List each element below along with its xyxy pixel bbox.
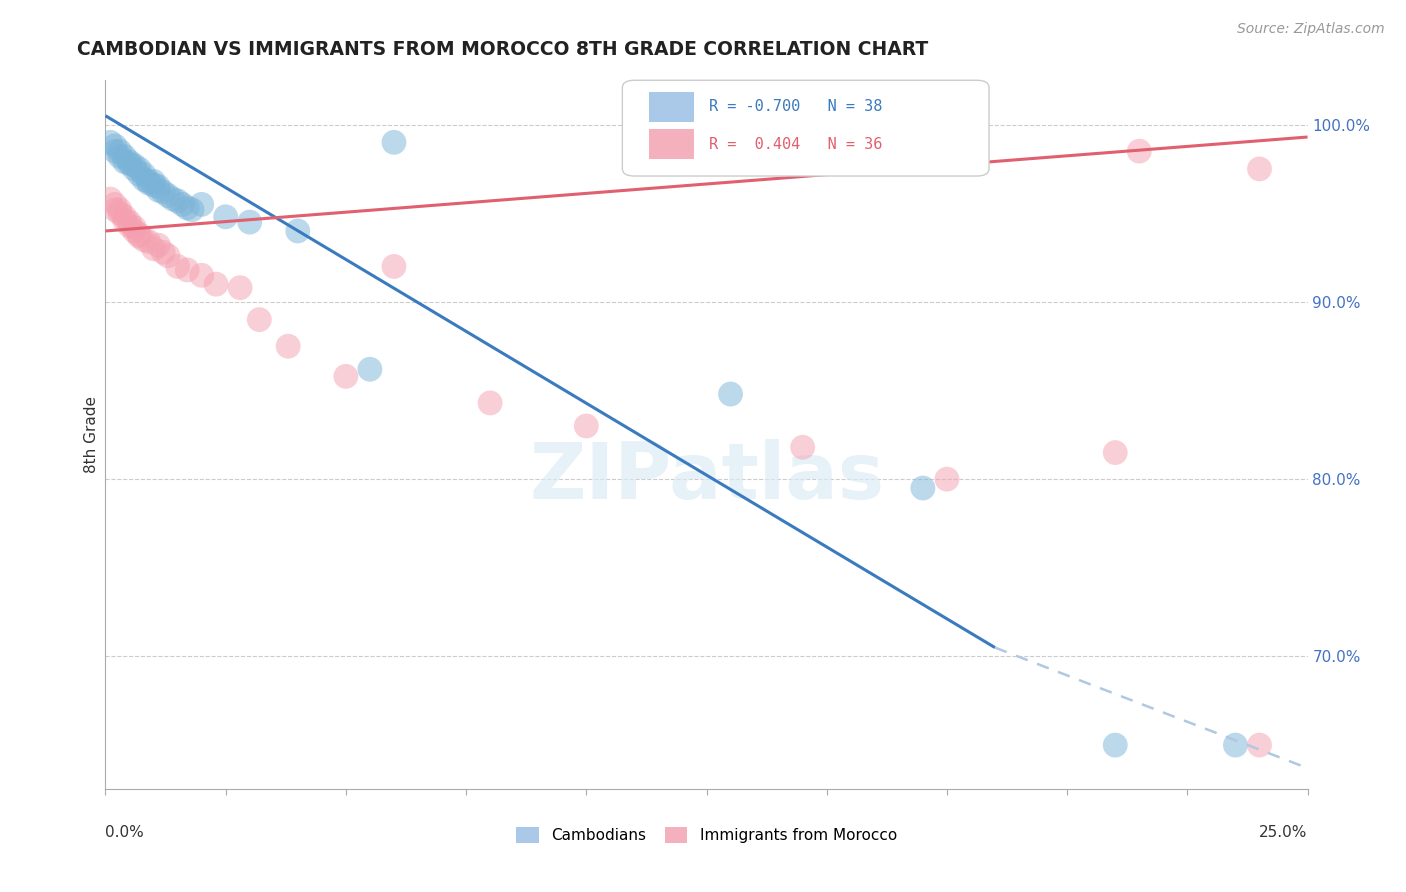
Point: [575, 419, 598, 434]
Point: [148, 179, 170, 194]
Point: [108, 202, 131, 217]
Point: [792, 440, 814, 454]
Point: [214, 210, 236, 224]
Point: [142, 242, 165, 256]
Point: [98, 192, 121, 206]
Point: [138, 176, 160, 190]
Point: [239, 215, 262, 229]
Point: [166, 194, 188, 208]
Point: [108, 149, 131, 163]
Point: [479, 396, 502, 410]
Point: [1225, 738, 1247, 752]
Point: [104, 202, 127, 217]
Point: [124, 220, 146, 235]
Point: [132, 233, 155, 247]
Point: [114, 154, 136, 169]
Y-axis label: 8th Grade: 8th Grade: [83, 396, 98, 474]
Point: [98, 136, 121, 150]
Point: [287, 224, 309, 238]
Point: [1249, 738, 1271, 752]
Point: [382, 260, 405, 274]
Point: [132, 167, 155, 181]
Point: [104, 197, 127, 211]
Point: [128, 167, 150, 181]
Point: [124, 224, 146, 238]
Point: [148, 238, 170, 252]
Text: 25.0%: 25.0%: [1260, 825, 1308, 840]
Point: [911, 481, 934, 495]
Point: [138, 235, 160, 249]
Point: [108, 145, 131, 159]
Point: [190, 268, 212, 283]
FancyBboxPatch shape: [648, 92, 695, 121]
Point: [176, 201, 198, 215]
Text: ZIPatlas: ZIPatlas: [529, 440, 884, 516]
Point: [114, 149, 136, 163]
Point: [118, 215, 141, 229]
Point: [172, 197, 194, 211]
Point: [335, 369, 357, 384]
Point: [132, 172, 155, 186]
Point: [229, 281, 252, 295]
Point: [359, 362, 381, 376]
Point: [124, 161, 146, 176]
Point: [142, 178, 165, 192]
Text: Source: ZipAtlas.com: Source: ZipAtlas.com: [1237, 22, 1385, 37]
Point: [277, 339, 299, 353]
FancyBboxPatch shape: [648, 129, 695, 159]
Point: [148, 183, 170, 197]
Point: [181, 202, 204, 217]
Point: [1104, 445, 1126, 459]
FancyBboxPatch shape: [623, 80, 988, 176]
Point: [166, 260, 188, 274]
Point: [152, 245, 174, 260]
Point: [720, 387, 742, 401]
Point: [382, 136, 405, 150]
Point: [118, 154, 141, 169]
Point: [128, 229, 150, 244]
Point: [156, 188, 179, 202]
Point: [142, 174, 165, 188]
Point: [152, 185, 174, 199]
Point: [118, 219, 141, 233]
Point: [114, 210, 136, 224]
Point: [162, 192, 184, 206]
Point: [114, 213, 136, 227]
Text: R =  0.404   N = 36: R = 0.404 N = 36: [709, 136, 883, 152]
Point: [156, 249, 179, 263]
Text: R = -0.700   N = 38: R = -0.700 N = 38: [709, 99, 883, 114]
Point: [128, 161, 150, 176]
Point: [124, 158, 146, 172]
Point: [1104, 738, 1126, 752]
Text: 0.0%: 0.0%: [105, 825, 145, 840]
Point: [1128, 145, 1150, 159]
Point: [936, 472, 959, 486]
Point: [247, 312, 270, 326]
Point: [118, 156, 141, 170]
Point: [205, 277, 228, 292]
Point: [128, 227, 150, 242]
Point: [138, 174, 160, 188]
Point: [104, 139, 127, 153]
Text: CAMBODIAN VS IMMIGRANTS FROM MOROCCO 8TH GRADE CORRELATION CHART: CAMBODIAN VS IMMIGRANTS FROM MOROCCO 8TH…: [77, 40, 928, 59]
Point: [1249, 161, 1271, 176]
Point: [108, 206, 131, 220]
Point: [104, 145, 127, 159]
Point: [176, 263, 198, 277]
Point: [190, 197, 212, 211]
Legend: Cambodians, Immigrants from Morocco: Cambodians, Immigrants from Morocco: [510, 821, 903, 849]
